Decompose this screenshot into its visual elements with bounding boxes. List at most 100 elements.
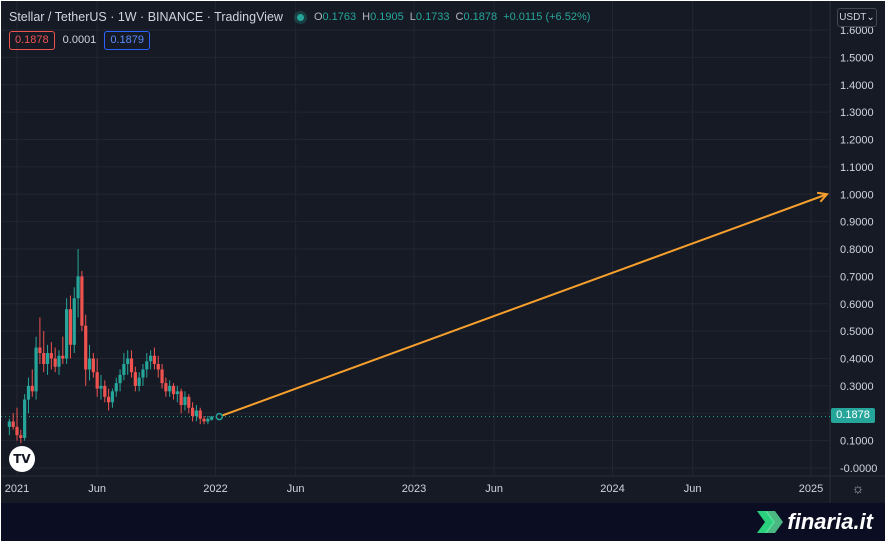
chart-header: Stellar / TetherUS · 1W · BINANCE · Trad… [9, 9, 590, 25]
buy-price-badge[interactable]: 0.1879 [104, 31, 150, 50]
open-label: O [313, 11, 323, 23]
chart-panel[interactable]: 1.6000 1.5000 1.4000 1.3000 1.2000 1.1000 1.00… [1, 1, 885, 503]
candle-body [164, 383, 168, 392]
sell-price-badge[interactable]: 0.1878 [9, 31, 55, 50]
candle-body [110, 391, 115, 403]
y-tick-label: 1.3000 [840, 107, 874, 119]
candle-body [156, 363, 160, 370]
candle-body [26, 385, 31, 400]
y-tick-label: 1.6000 [840, 25, 874, 37]
x-tick-label: Jun [287, 483, 305, 495]
candle-body [80, 276, 84, 326]
candle-body [149, 355, 153, 362]
candle-body [183, 396, 187, 406]
candle-body [99, 385, 103, 389]
spread-value: 0.0001 [62, 34, 97, 46]
candle-body [210, 416, 214, 420]
x-tick-label: 2021 [5, 483, 29, 495]
candle-body [42, 353, 46, 364]
brand-name: finaria.it [787, 509, 873, 534]
candle-body [202, 418, 206, 422]
close-value: 0.1878 [463, 11, 498, 23]
x-tick-label: 2022 [203, 483, 227, 495]
candle-body [133, 372, 137, 386]
tradingview-logo-icon[interactable]: TV [9, 446, 35, 472]
candle-body [107, 396, 111, 403]
ohlc-values: O0.1763 H0.1905 L0.1733 C0.1878 +0.0115 … [314, 11, 590, 23]
candle-body [206, 418, 210, 422]
symbol-title[interactable]: Stellar / TetherUS · 1W · BINANCE · Trad… [9, 10, 283, 24]
candle-body [129, 358, 134, 373]
x-tick-label: 2023 [402, 483, 426, 495]
y-tick-label: 0.6000 [840, 299, 874, 311]
low-value: 0.1733 [415, 11, 450, 23]
candle-body [7, 421, 11, 427]
y-tick-label: -0.0000 [840, 463, 877, 475]
candle-body [76, 276, 80, 299]
candle-body [53, 358, 57, 367]
price-chart[interactable]: 1.6000 1.5000 1.4000 1.3000 1.2000 1.1000 1.00… [1, 1, 885, 503]
candle-body [145, 361, 149, 370]
candle-body [190, 407, 195, 416]
finaria-chevron-icon [757, 511, 784, 533]
last-price-tag: 0.1878 [831, 408, 875, 423]
x-tick-label: Jun [684, 483, 702, 495]
open-value: 0.1763 [322, 11, 357, 23]
low-label: L [409, 11, 416, 23]
candle-body [65, 309, 69, 359]
candle-body [57, 355, 61, 367]
y-tick-label: 0.9000 [840, 217, 874, 229]
y-tick-label: 1.0000 [840, 189, 874, 201]
candle-body [49, 353, 53, 359]
x-tick-label: Jun [485, 483, 503, 495]
y-tick-label: 0.7000 [840, 271, 874, 283]
candle-body [160, 369, 164, 384]
candle-body [68, 309, 73, 345]
candle-body [141, 369, 145, 378]
candle-body [15, 426, 19, 436]
candle-body [23, 399, 27, 438]
candle-body [72, 298, 76, 345]
candle-body [187, 396, 191, 408]
projection-arrow-line [218, 193, 828, 418]
candle-body [122, 363, 126, 375]
candle-body [87, 358, 92, 370]
candle-body [61, 355, 65, 359]
bid-ask-badges: 0.1878 0.0001 0.1879 [9, 31, 150, 50]
x-tick-label: Jun [88, 483, 106, 495]
candle-body [194, 410, 199, 416]
gear-icon[interactable]: ☼ [851, 480, 865, 496]
candle-body [114, 383, 118, 392]
x-tick-label: 2025 [799, 483, 823, 495]
y-tick-label: 1.2000 [840, 135, 874, 147]
candle-body [11, 421, 15, 427]
candle-body [175, 391, 179, 395]
y-tick-label: 0.5000 [840, 326, 874, 338]
projection-anchor-point [215, 412, 224, 421]
y-tick-label: 0.3000 [840, 381, 874, 393]
candle-body [38, 347, 42, 354]
y-tick-label: 1.1000 [840, 162, 874, 174]
x-tick-label: 2024 [600, 483, 624, 495]
currency-selector[interactable]: USDT⌄ [837, 8, 877, 27]
candle-body [34, 347, 38, 392]
candle-body [91, 358, 95, 373]
candle-body [95, 372, 99, 389]
y-tick-label: 0.1000 [840, 436, 874, 448]
candle-body [137, 377, 141, 386]
candle-body [126, 358, 130, 364]
footer-bar: finaria.it [1, 503, 885, 541]
y-tick-label: 1.4000 [840, 80, 874, 92]
candle-body [168, 385, 172, 392]
candle-body [152, 355, 157, 364]
candle-body [103, 385, 107, 397]
candle-body [30, 385, 34, 392]
candle-body [179, 391, 183, 406]
high-value: 0.1905 [370, 11, 404, 23]
currency-label: USDT [839, 12, 867, 23]
candle-body [84, 325, 88, 370]
brand-logo: finaria.it [757, 509, 873, 535]
candle-body [171, 385, 176, 395]
y-tick-label: 1.5000 [840, 52, 874, 64]
